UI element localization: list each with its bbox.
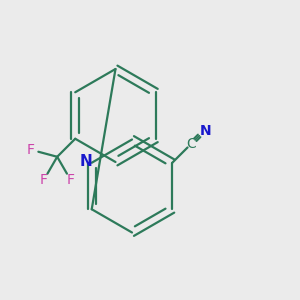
Text: N: N bbox=[200, 124, 211, 138]
Text: N: N bbox=[80, 154, 93, 169]
Text: C: C bbox=[187, 137, 196, 151]
Text: F: F bbox=[27, 143, 35, 157]
Text: F: F bbox=[40, 173, 48, 187]
Text: F: F bbox=[67, 173, 75, 187]
